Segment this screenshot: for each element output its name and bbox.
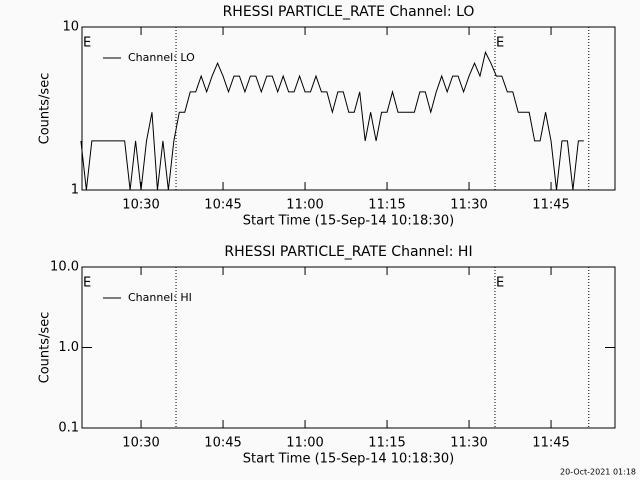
x-axis-label: Start Time (15-Sep-14 10:18:30) [243, 214, 454, 229]
y-axis-label: Counts/sec [38, 73, 53, 145]
annotation: E [496, 36, 504, 51]
legend-label: Channel: LO [128, 51, 195, 64]
y-tick-label: 0.1 [58, 421, 79, 436]
annotation: E [83, 276, 91, 291]
y-axis-label: Counts/sec [38, 312, 53, 384]
x-tick-label: 11:30 [450, 198, 487, 213]
y-tick-label: 1 [71, 183, 79, 198]
y-tick-label: 1.0 [58, 340, 79, 355]
annotation: E [83, 36, 91, 51]
y-tick-label: 10 [62, 20, 79, 35]
y-tick-label: 10.0 [50, 260, 79, 275]
x-tick-label: 10:45 [204, 198, 241, 213]
x-axis-label: Start Time (15-Sep-14 10:18:30) [243, 452, 454, 467]
plot-frame [81, 26, 616, 191]
x-tick-label: 11:45 [532, 436, 569, 451]
x-tick-label: 11:00 [286, 436, 323, 451]
chart-title: RHESSI PARTICLE_RATE Channel: HI [224, 244, 472, 260]
x-tick-label: 10:45 [204, 436, 241, 451]
x-tick-label: 11:45 [532, 198, 569, 213]
x-tick-label: 11:00 [286, 198, 323, 213]
data-line [80, 50, 584, 191]
annotation: E [496, 276, 504, 291]
x-tick-label: 11:15 [368, 436, 405, 451]
x-tick-label: 11:15 [368, 198, 405, 213]
x-tick-label: 10:30 [122, 436, 159, 451]
footer: 20-Oct-2021 01:18 [560, 468, 636, 477]
legend-label: Channel: HI [128, 291, 192, 304]
x-tick-label: 10:30 [122, 198, 159, 213]
chart-title: RHESSI PARTICLE_RATE Channel: LO [223, 4, 475, 20]
x-tick-label: 11:30 [450, 436, 487, 451]
